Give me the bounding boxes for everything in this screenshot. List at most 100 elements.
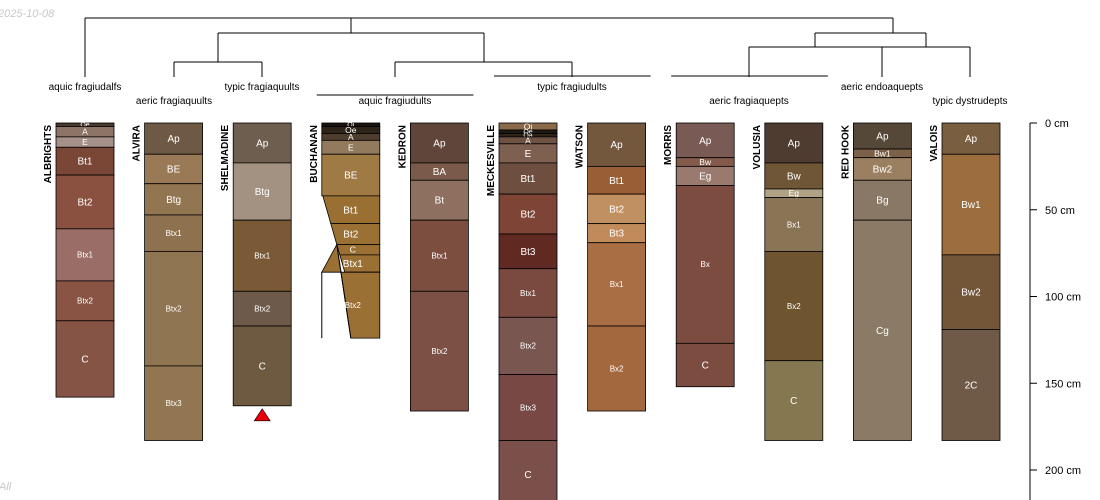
subgroup-label: aquic fragiudalfs [49,82,122,93]
horizon-block [321,243,381,339]
dendrogram: aquic fragiudalfs aeric fragiaquults typic… [49,17,1008,107]
depth-tick-label: 50 cm [1045,205,1075,217]
horizon-label: Ap [433,138,446,149]
horizon-block [55,320,115,398]
profile-volusia: VOLUSIA Ap Bw Eg Bx1 Bx2 C [752,122,824,441]
horizon-label: Bt1 [609,176,624,187]
horizon-block [941,254,1001,330]
horizon-label: Oi [347,122,354,129]
horizon-label: Ap [699,136,712,147]
horizon-label: Bt2 [77,197,92,208]
horizon-block [941,122,1001,155]
horizon-label: Bx1 [787,220,801,229]
horizon-label: Bw1 [961,200,981,211]
horizon-block [853,122,912,150]
horizon-label: Btx1 [166,229,183,238]
profile-name: MECKESVILLE [486,125,497,196]
horizon-label: 2C [965,380,978,391]
horizon-label: E [525,149,532,160]
horizon-boundary-line [336,244,352,339]
horizon-block [232,325,292,407]
profile-valois: VALOIS Ap Bw1 Bw2 2C [929,122,1001,441]
horizon-block [144,250,204,367]
profile-name: VALOIS [929,125,940,162]
profile-kedron: KEDRON Ap BA Bt Btx1 Btx2 [397,122,469,412]
horizon-block [764,250,824,362]
horizon-label: Bt1 [520,174,535,185]
profile-watson: WATSON Ap Bt1 Bt2 Bt3 Bx1 Bx2 [575,122,646,412]
horizon-label: C [81,354,88,365]
horizon-label: C [790,396,797,407]
horizon-label: Btx1 [254,252,271,261]
horizon-label: Bt2 [343,230,358,241]
horizon-block [55,228,115,282]
date-stamp: 2025-10-08 [0,8,55,20]
horizon-block [587,242,646,327]
profile-name: VOLUSIA [752,125,763,169]
horizon-label: Btx3 [166,399,183,408]
horizon-label: Bw [699,157,712,167]
horizon-block [498,440,558,500]
horizon-label: Btx2 [345,301,362,310]
horizon-block [232,162,292,221]
subgroup-label: aeric fragiaquepts [709,96,789,107]
horizon-block [587,325,646,412]
horizon-block [675,122,735,159]
horizon-label: Oa [523,133,532,140]
horizon-label: Ap [167,134,180,145]
horizon-label: Btx2 [166,304,183,313]
horizon-block [409,290,469,412]
profile-shelmadine: SHELMADINE Ap Btg Btx1 Btx2 C [220,122,292,422]
horizon-block [764,197,824,252]
horizon-block [232,290,292,327]
subgroup-label: aquic fragiudults [359,96,432,107]
horizon-block [321,153,381,197]
horizon-label: BE [167,164,181,175]
horizon-block [336,244,381,256]
horizon-label: BE [344,171,358,182]
profile-name: ALVIRA [132,125,143,161]
horizon-label: Oe [80,122,89,129]
horizon-block [144,153,204,185]
horizon-label: Btx3 [520,403,537,412]
horizon-label: Bw2 [873,164,893,175]
depth-tick-label: 150 cm [1045,378,1081,390]
horizon-block [764,162,824,190]
horizon-label: Eg [699,171,711,182]
horizon-label: Oi [524,121,533,131]
horizon-block [498,374,558,441]
horizon-label: Oe [345,125,357,135]
horizon-block [144,122,204,155]
horizon-label: Btx2 [520,342,537,351]
horizon-label: Bt [435,196,445,207]
horizon-label: A [348,132,354,142]
horizon-label: C [350,245,356,255]
profile-name: MORRIS [663,125,674,165]
horizon-label: C [702,361,709,372]
horizon-label: A [525,135,531,145]
horizon-label: Eg [789,188,800,198]
profile-alvira: ALVIRA Ap BE Btg Btx1 Btx2 Btx3 [132,122,204,441]
profile-name: KEDRON [397,125,408,168]
horizon-label: Bt3 [609,229,624,240]
footer-note: All [0,481,12,493]
subgroup-label: typic dystrudepts [932,96,1007,107]
horizon-label: Ap [256,138,269,149]
horizon-label: Btx2 [431,347,448,356]
horizon-block [675,342,735,388]
horizon-label: Bw2 [961,288,981,299]
horizon-label: Ap [876,132,889,143]
horizon-block [498,162,558,195]
horizon-block [55,280,115,322]
horizon-label: Bx [701,260,710,269]
horizon-label: Bt1 [343,205,358,216]
horizon-label: Btx1 [431,252,448,261]
subgroup-label: aeric endoaquepts [841,82,923,93]
horizon-label: Btx1 [520,289,537,298]
horizon-label: Bx2 [610,364,624,373]
horizon-block [498,316,558,375]
horizon-label: E [348,142,354,152]
